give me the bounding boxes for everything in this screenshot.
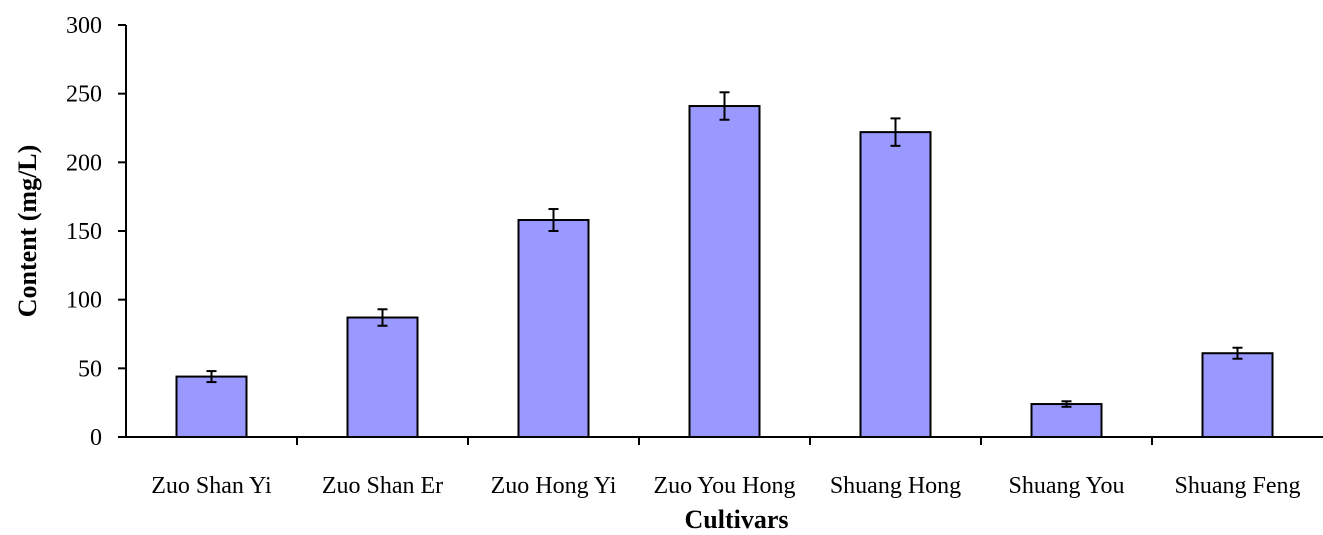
y-tick-label: 50 [78, 356, 102, 382]
x-tick-label: Zuo Shan Er [322, 473, 443, 499]
x-tick-label: Shuang You [1008, 473, 1124, 499]
x-tick-label: Shuang Hong [830, 473, 961, 499]
x-tick-label: Zuo You Hong [653, 473, 795, 499]
bar [177, 377, 247, 437]
bar [348, 318, 418, 437]
bar [1203, 353, 1273, 437]
bars-group [177, 106, 1273, 437]
bar [690, 106, 760, 437]
x-tick-label: Shuang Feng [1175, 473, 1301, 499]
x-ticks-group: Zuo Shan Yi Zuo Shan Er Zuo Hong Yi Zuo You… [151, 437, 1300, 499]
x-axis-title: Cultivars [685, 505, 789, 534]
bar [861, 132, 931, 437]
y-tick-label: 200 [66, 150, 102, 176]
y-tick-label: 250 [66, 82, 102, 108]
bar [1032, 404, 1102, 437]
y-tick-label: 150 [66, 219, 102, 245]
x-tick-label: Zuo Hong Yi [491, 473, 617, 499]
x-tick-label: Zuo Shan Yi [151, 473, 272, 499]
y-tick-label: 100 [66, 288, 102, 314]
y-axis-title: Content (mg/L) [13, 145, 42, 318]
bar [519, 220, 589, 437]
y-tick-label: 300 [66, 13, 102, 39]
y-ticks-group: 0 50 100 150 200 250 300 [66, 13, 126, 451]
y-tick-label: 0 [90, 425, 102, 451]
